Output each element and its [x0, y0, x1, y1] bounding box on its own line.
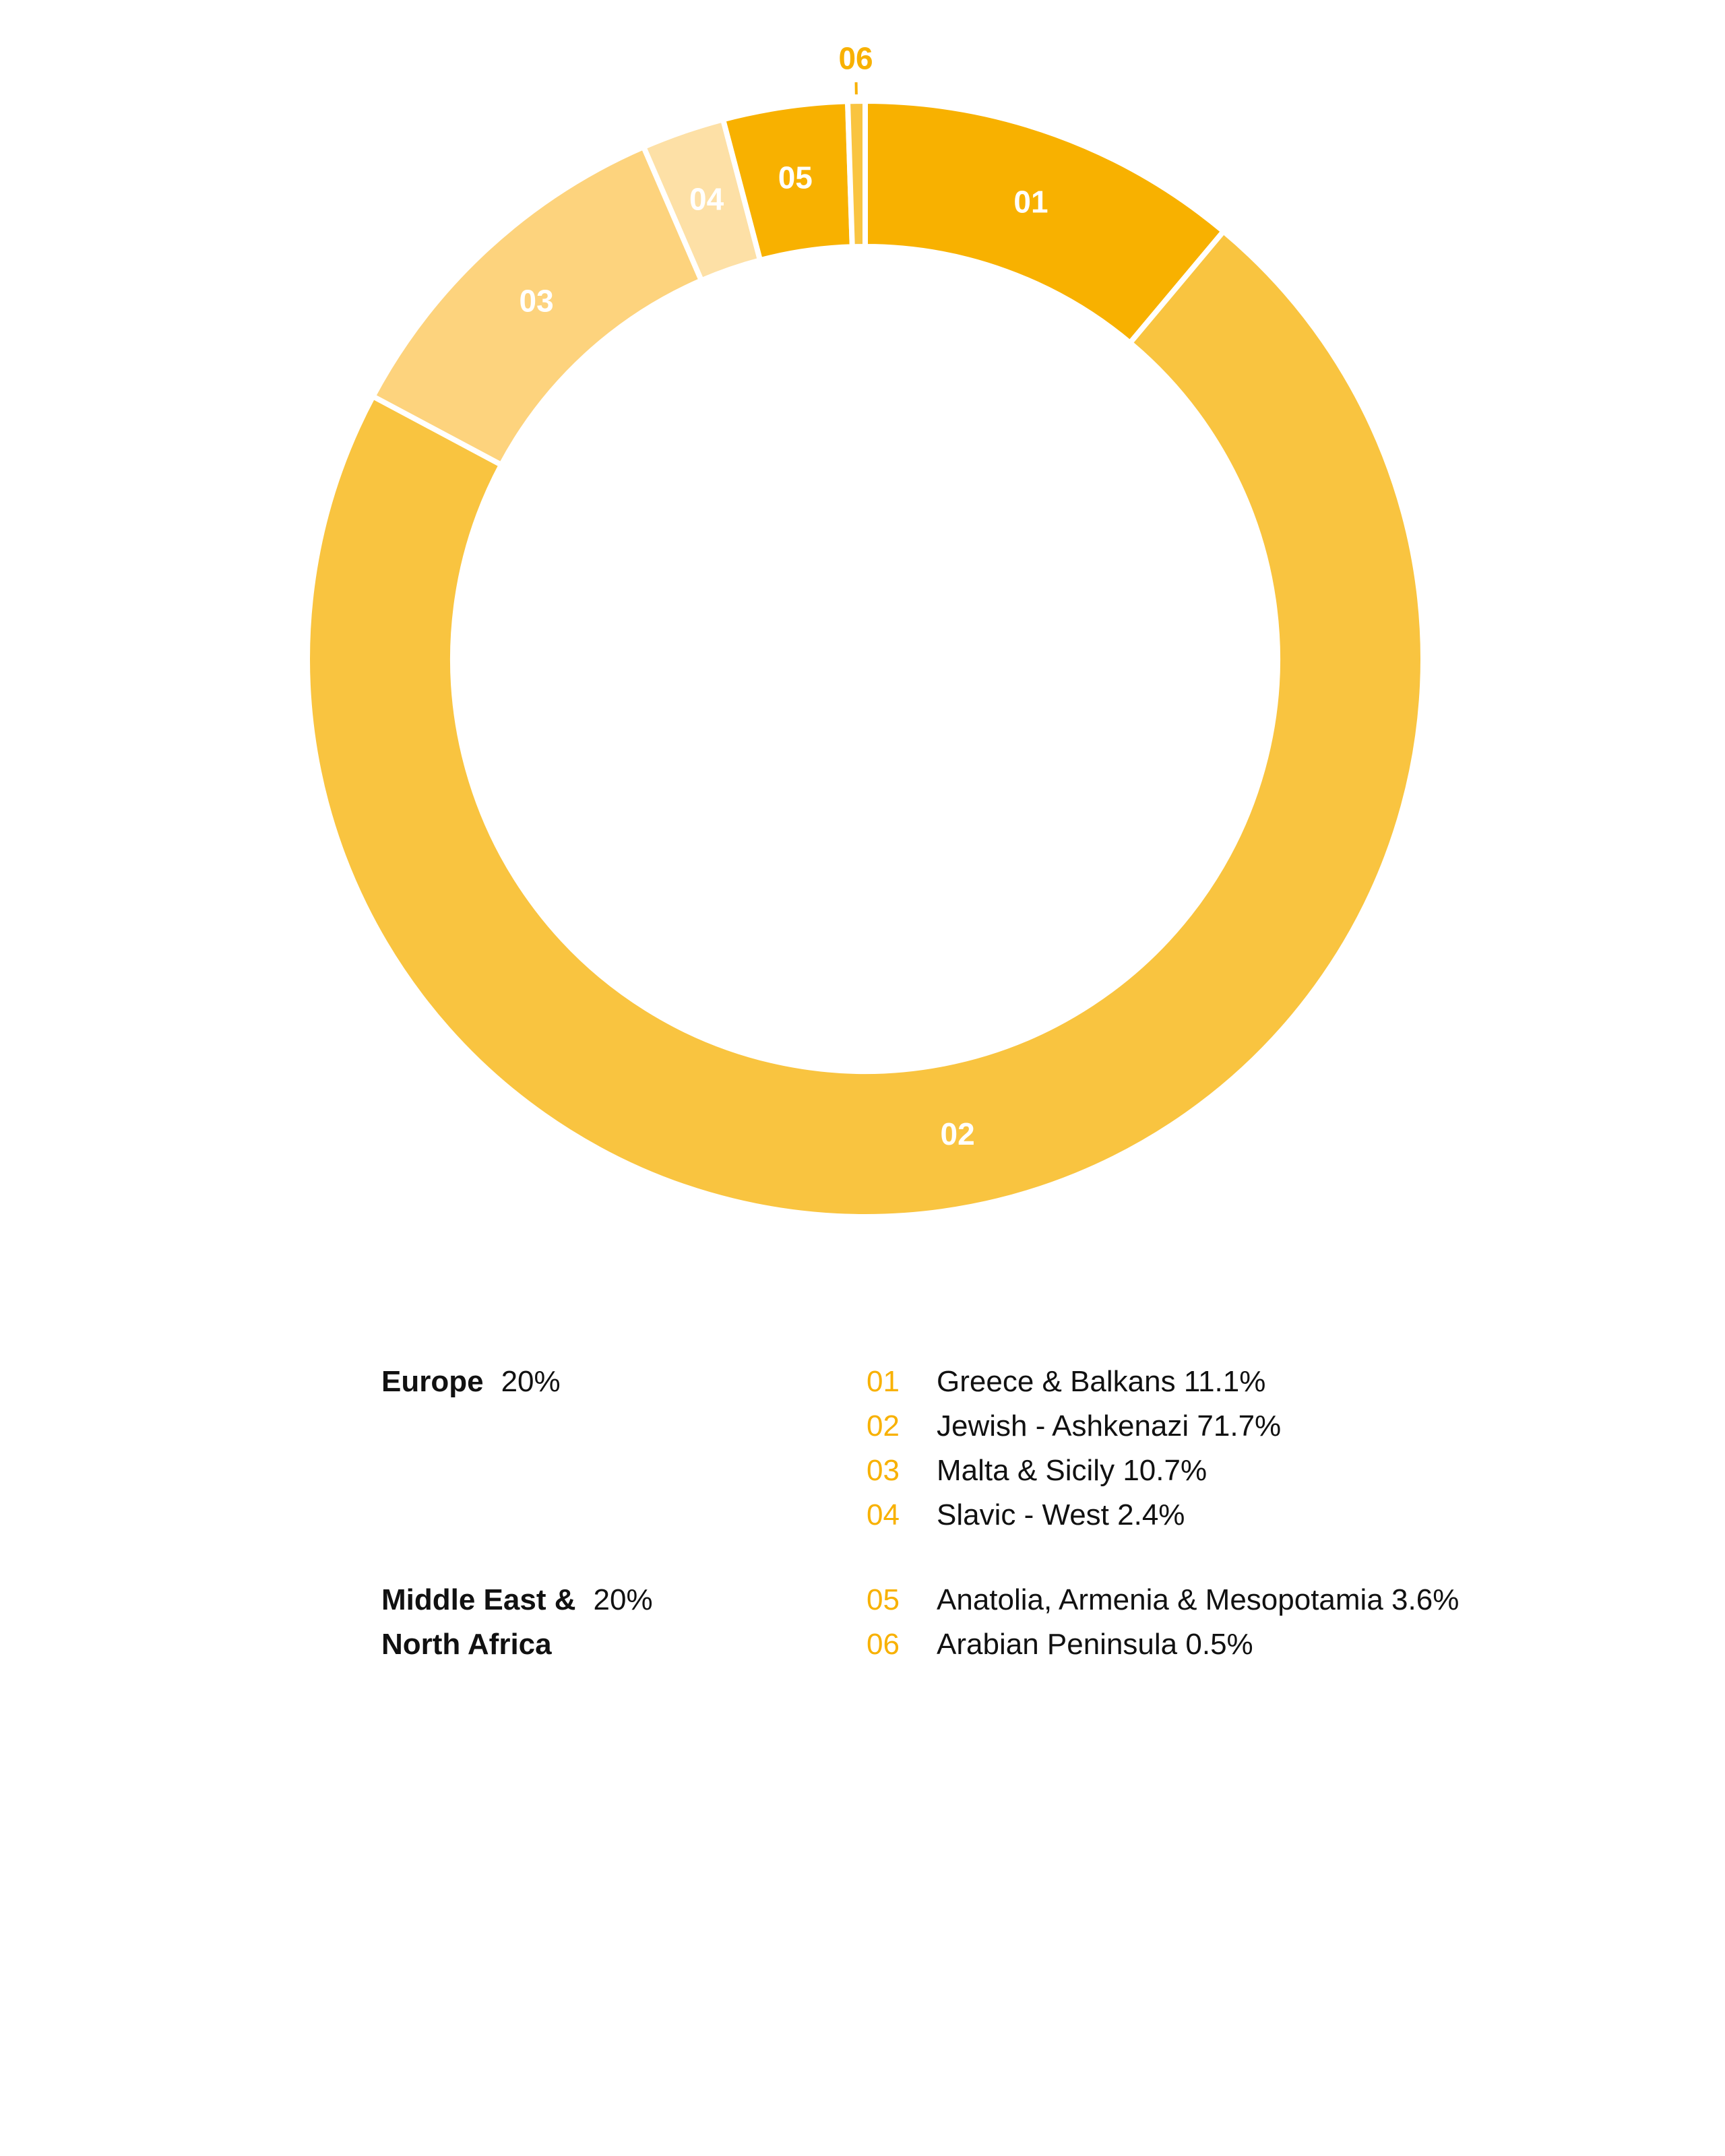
group-percent: 20%	[593, 1583, 653, 1616]
legend-items-middle-east: 05 Anatolia, Armenia & Mesopotamia 3.6% 0…	[867, 1578, 1459, 1667]
donut-segments	[305, 98, 1426, 1219]
segment-label-02: 02	[941, 1116, 975, 1151]
legend-label: Slavic - West 2.4%	[937, 1498, 1185, 1531]
segment-label-04: 04	[689, 182, 724, 217]
legend-label: Malta & Sicily 10.7%	[937, 1454, 1208, 1487]
legend-number: 04	[867, 1498, 900, 1531]
group-percent: 20%	[501, 1365, 561, 1398]
legend-item: 03 Malta & Sicily 10.7%	[867, 1449, 1281, 1493]
legend-number: 03	[867, 1454, 900, 1487]
legend-label: Anatolia, Armenia & Mesopotamia 3.6%	[937, 1583, 1460, 1616]
donut-chart: 01 02 03 04 05 06	[305, 40, 1426, 1219]
legend-group-europe: Europe 20%	[381, 1360, 561, 1404]
legend-item: 06 Arabian Peninsula 0.5%	[867, 1622, 1459, 1667]
legend-label: Jewish - Ashkenazi 71.7%	[937, 1409, 1282, 1442]
segment-label-05: 05	[778, 160, 813, 195]
legend-item: 01 Greece & Balkans 11.1%	[867, 1360, 1281, 1404]
legend-item: 02 Jewish - Ashkenazi 71.7%	[867, 1404, 1281, 1449]
legend-label: Arabian Peninsula 0.5%	[937, 1628, 1253, 1661]
legend-label: Greece & Balkans 11.1%	[937, 1365, 1266, 1398]
legend-number: 01	[867, 1365, 900, 1398]
group-name: Europe	[381, 1365, 484, 1398]
legend-number: 06	[867, 1628, 900, 1661]
donut-segment-labels: 01 02 03 04 05 06	[520, 40, 1048, 1151]
legend-items-europe: 01 Greece & Balkans 11.1% 02 Jewish - Ashk…	[867, 1360, 1281, 1537]
donut-segment-02	[305, 227, 1426, 1219]
legend-item: 05 Anatolia, Armenia & Mesopotamia 3.6%	[867, 1578, 1459, 1622]
group-name: Middle East & North Africa	[381, 1583, 576, 1661]
legend-group-middle-east-north-africa: Middle East & North Africa 20%	[381, 1578, 653, 1667]
segment-label-03: 03	[520, 284, 554, 319]
segment-label-01: 01	[1013, 184, 1048, 219]
donut-segment-06	[844, 98, 868, 250]
legend-number: 02	[867, 1409, 900, 1442]
legend-item: 04 Slavic - West 2.4%	[867, 1493, 1281, 1537]
segment-label-06: 06	[838, 40, 873, 75]
legend-number: 05	[867, 1583, 900, 1616]
